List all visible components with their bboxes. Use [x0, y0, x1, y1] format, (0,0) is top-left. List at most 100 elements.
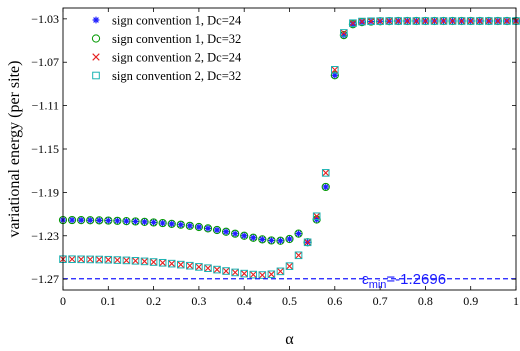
y-tick-label: −1.11	[32, 99, 59, 113]
data-point-series-2	[330, 71, 339, 80]
legend-marker-4	[92, 71, 100, 80]
y-tick-label: −1.15	[31, 142, 59, 156]
y-axis-label: variational energy (per site)	[6, 61, 23, 238]
data-point-series-3	[113, 256, 122, 264]
data-point-series-3	[104, 256, 112, 264]
data-point-series-1	[349, 20, 357, 28]
data-point-series-4	[240, 269, 248, 278]
data-point-series-2	[276, 236, 285, 245]
data-point-series-3	[403, 17, 411, 25]
epsilon-subscript: min	[369, 279, 387, 291]
x-tick-label: 0.9	[463, 294, 478, 308]
data-point-series-3	[204, 264, 212, 272]
data-point-series-4	[122, 256, 131, 265]
data-point-series-3	[421, 17, 430, 25]
data-point-series-2	[86, 216, 95, 225]
data-point-series-4	[421, 17, 430, 25]
data-point-series-3	[494, 17, 502, 25]
data-point-series-2	[185, 221, 194, 230]
axis-ticks: 0 0.1 0.2 0.3 0.4 0.5 0.6 0.7 0.8 0.9 1 −1.03 −1.07 −…	[31, 8, 519, 308]
data-point-series-1	[132, 218, 139, 225]
data-point-series-4	[204, 264, 212, 272]
x-tick-label: 0.3	[191, 294, 206, 308]
x-axis-label: α	[285, 331, 294, 348]
data-point-series-4	[149, 258, 158, 266]
data-point-series-4	[131, 257, 140, 265]
x-tick-label: 0.8	[418, 294, 433, 308]
data-point-series-4	[86, 255, 94, 264]
data-point-series-4	[475, 17, 484, 25]
data-point-series-3	[385, 17, 393, 25]
data-point-series-4	[430, 17, 439, 25]
data-point-series-3	[149, 258, 158, 266]
data-point-series-3	[394, 17, 402, 25]
data-point-series-2	[113, 216, 122, 225]
data-point-series-3	[312, 212, 321, 220]
legend-entry: sign convention 2, Dc=32	[92, 69, 241, 83]
data-point-series-2	[122, 217, 131, 226]
data-point-series-4	[367, 17, 375, 26]
data-point-series-3	[158, 259, 167, 267]
data-point-series-4	[186, 261, 194, 270]
data-point-series-3	[412, 17, 421, 25]
data-point-series-4	[349, 19, 357, 27]
data-point-series-2	[258, 235, 267, 244]
data-point-series-2	[176, 220, 185, 229]
x-tick-label: 0.4	[237, 294, 252, 308]
data-point-series-1	[340, 31, 348, 39]
data-point-series-4	[439, 17, 448, 25]
data-point-series-4	[485, 17, 493, 25]
x-tick-label: 0.5	[282, 294, 297, 308]
data-point-series-4	[394, 17, 403, 25]
data-point-series-4	[376, 17, 384, 25]
y-tick-label: −1.27	[31, 272, 59, 286]
data-point-series-1	[286, 235, 293, 243]
x-tick-label: 0.6	[327, 294, 342, 308]
data-point-series-1	[258, 235, 266, 243]
plot-marks	[58, 16, 520, 279]
data-point-series-4	[258, 271, 267, 279]
data-point-series-4	[457, 17, 466, 25]
data-point-series-3	[285, 262, 294, 270]
data-point-series-4	[321, 169, 330, 177]
data-point-series-4	[95, 255, 104, 264]
x-tick-label: 0	[60, 294, 66, 308]
data-point-series-3	[276, 267, 285, 276]
data-point-series-4	[222, 267, 230, 275]
data-point-series-1	[322, 183, 330, 191]
data-point-series-3	[249, 270, 257, 279]
data-point-series-2	[231, 229, 240, 238]
data-point-series-4	[448, 17, 457, 25]
series-4	[59, 17, 520, 279]
data-point-series-3	[503, 17, 511, 25]
data-point-series-4	[249, 270, 258, 279]
data-point-series-1	[123, 217, 130, 225]
epsilon-min-annotation: εmin=-1.2696	[362, 271, 446, 291]
data-point-series-3	[376, 17, 384, 25]
data-point-series-2	[267, 236, 276, 245]
data-point-series-3	[86, 255, 94, 264]
data-point-series-2	[167, 219, 176, 228]
data-point-series-3	[240, 269, 248, 278]
data-point-series-2	[131, 217, 140, 226]
data-point-series-1	[95, 216, 103, 224]
data-point-series-1	[277, 237, 284, 245]
data-point-series-4	[494, 17, 502, 25]
data-point-series-3	[213, 265, 221, 274]
data-point-series-3	[258, 271, 267, 279]
data-point-series-3	[168, 259, 176, 268]
data-point-series-2	[285, 234, 294, 244]
data-point-series-4	[77, 255, 85, 264]
data-point-series-3	[95, 255, 103, 264]
data-point-series-4	[213, 265, 221, 274]
data-point-series-1	[168, 220, 176, 228]
y-tick-label: −1.03	[31, 12, 59, 26]
data-point-series-1	[213, 226, 221, 234]
x-tick-label: 0.7	[373, 294, 388, 308]
data-point-series-1	[222, 228, 230, 236]
data-point-series-1	[295, 230, 302, 237]
data-point-series-3	[77, 255, 85, 263]
legend-label: sign convention 1, Dc=32	[112, 32, 241, 46]
data-point-series-1	[195, 223, 203, 231]
